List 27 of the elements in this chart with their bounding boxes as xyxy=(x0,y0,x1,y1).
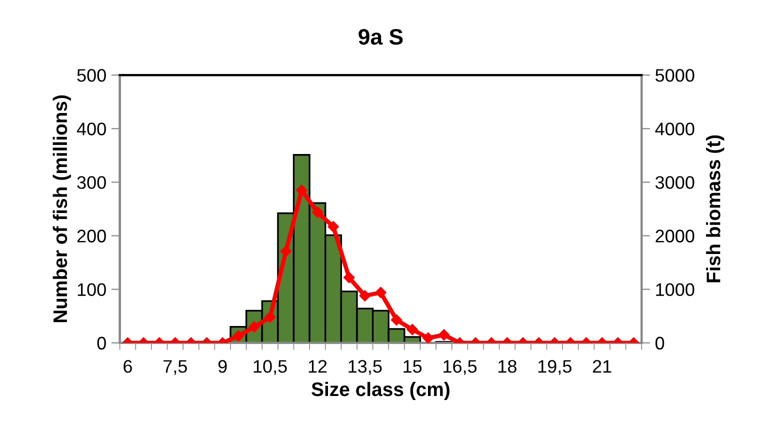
x-tick-label: 12 xyxy=(308,360,327,373)
chart-title: 9a S xyxy=(358,29,403,45)
y-axis-title: Number of fish (millions) xyxy=(52,95,71,322)
y-tick-label: 0 xyxy=(97,336,106,350)
y2-tick-label: 5000 xyxy=(656,69,694,82)
y2-tick-label: 2000 xyxy=(656,230,694,242)
y2-tick-label: 3000 xyxy=(655,176,694,189)
y-tick-label: 300 xyxy=(77,176,106,189)
y2-axis-title: Fish biomass (t) xyxy=(706,135,724,282)
x-tick-label: 16,5 xyxy=(444,360,477,375)
x-tick-label: 21 xyxy=(592,360,612,373)
y2-tick-label: 0 xyxy=(655,336,664,350)
y-tick-label: 400 xyxy=(76,122,106,136)
x-tick-label: 6 xyxy=(124,360,132,373)
y-tick-label: 500 xyxy=(77,69,106,82)
x-tick-label: 7,5 xyxy=(164,360,187,375)
x-tick-label: 18 xyxy=(498,360,516,373)
x-tick-label: 15 xyxy=(404,360,422,373)
x-axis-title: Size class (cm) xyxy=(312,382,450,400)
y-tick-label: 100 xyxy=(78,283,106,296)
y2-tick-label: 1000 xyxy=(656,283,694,296)
y2-tick-label: 4000 xyxy=(655,122,694,136)
x-tick-label: 9 xyxy=(218,360,227,373)
x-tick-label: 13,5 xyxy=(348,360,382,375)
x-tick-label: 19,5 xyxy=(538,360,572,375)
x-tick-label: 10,5 xyxy=(254,360,287,375)
y-tick-label: 200 xyxy=(77,230,106,242)
